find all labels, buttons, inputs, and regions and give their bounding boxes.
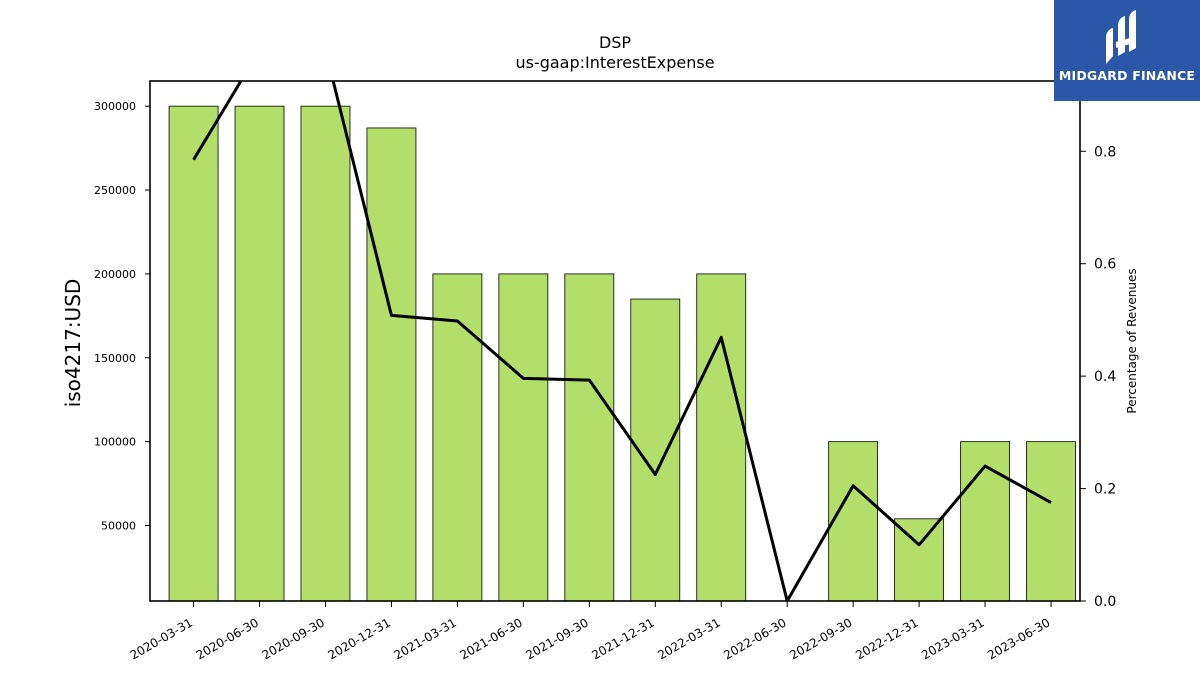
bar	[564, 273, 615, 602]
x-tick-label: 2021-09-30	[523, 615, 590, 662]
y2-tick-label: 0.6	[1094, 257, 1116, 273]
logo-text: MIDGARD FINANCE	[1058, 68, 1196, 83]
bars-layer	[168, 105, 1076, 602]
logo-mark-icon	[1106, 10, 1136, 64]
y-tick-label: 200000	[94, 268, 136, 281]
line-layer	[192, 81, 1052, 601]
y2-axis-label: Percentage of Revenues	[1125, 268, 1139, 413]
line-series	[192, 81, 1052, 601]
y-axis-label: iso4217:USD	[61, 279, 85, 408]
bar	[828, 441, 879, 602]
bar	[894, 518, 945, 602]
bar	[696, 273, 747, 602]
x-tick-label: 2023-03-31	[919, 615, 986, 662]
y2-tick-label: 0.8	[1094, 144, 1116, 160]
x-tick-label: 2020-03-31	[128, 615, 195, 662]
x-tick-label: 2020-06-30	[194, 615, 261, 662]
bar	[498, 273, 549, 602]
chart-subtitle: us-gaap:InterestExpense	[515, 53, 714, 72]
y-tick-label: 150000	[94, 352, 136, 365]
x-tick-label: 2021-06-30	[457, 615, 524, 662]
bar	[432, 273, 483, 602]
x-tick-label: 2022-12-31	[853, 615, 920, 662]
bar	[366, 127, 417, 602]
x-tick-label: 2022-03-31	[655, 615, 722, 662]
y-tick-label: 300000	[94, 100, 136, 113]
x-tick-label: 2020-12-31	[326, 615, 393, 662]
y2-tick-label: 0.4	[1094, 369, 1116, 385]
y-tick-label: 250000	[94, 184, 136, 197]
bar	[300, 105, 351, 602]
x-tick-label: 2021-12-31	[589, 615, 656, 662]
x-tick-label: 2022-09-30	[787, 615, 854, 662]
y-tick-label: 50000	[101, 520, 136, 533]
x-tick-label: 2023-06-30	[985, 615, 1052, 662]
brand-logo: MIDGARD FINANCE	[1054, 0, 1200, 101]
y2-tick-label: 0.2	[1094, 482, 1116, 498]
x-tick-label: 2022-06-30	[721, 615, 788, 662]
x-tick-label: 2021-03-31	[391, 615, 458, 662]
y-tick-label: 100000	[94, 436, 136, 449]
x-tick-label: 2020-09-30	[260, 615, 327, 662]
chart-title: DSP	[599, 33, 631, 52]
plot-frame	[149, 80, 1081, 602]
bar	[1026, 441, 1076, 602]
y2-tick-label: 0.0	[1094, 594, 1116, 610]
bar	[234, 105, 285, 602]
bar	[168, 105, 219, 602]
